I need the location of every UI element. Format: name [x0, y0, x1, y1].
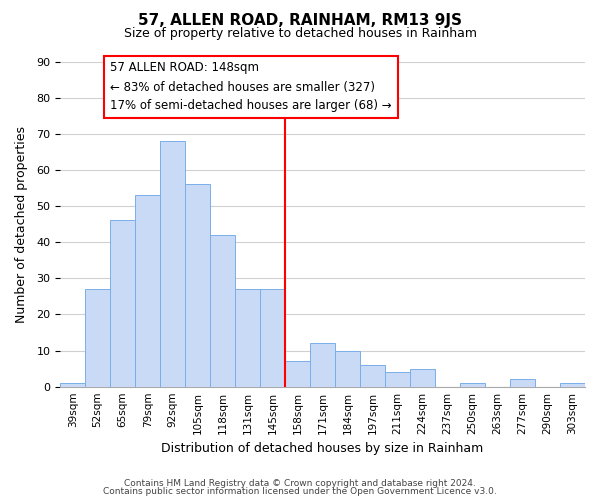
Y-axis label: Number of detached properties: Number of detached properties	[15, 126, 28, 322]
Bar	[385, 372, 410, 386]
Bar	[285, 362, 310, 386]
Bar	[260, 289, 285, 386]
Bar	[135, 195, 160, 386]
Text: 57, ALLEN ROAD, RAINHAM, RM13 9JS: 57, ALLEN ROAD, RAINHAM, RM13 9JS	[138, 12, 462, 28]
X-axis label: Distribution of detached houses by size in Rainham: Distribution of detached houses by size …	[161, 442, 484, 455]
Text: 57 ALLEN ROAD: 148sqm
← 83% of detached houses are smaller (327)
17% of semi-det: 57 ALLEN ROAD: 148sqm ← 83% of detached …	[110, 62, 392, 112]
Bar	[185, 184, 210, 386]
Bar	[510, 380, 535, 386]
Bar	[210, 235, 235, 386]
Bar	[160, 141, 185, 386]
Bar	[460, 383, 485, 386]
Bar	[110, 220, 135, 386]
Bar	[360, 365, 385, 386]
Bar	[60, 383, 85, 386]
Text: Contains HM Land Registry data © Crown copyright and database right 2024.: Contains HM Land Registry data © Crown c…	[124, 478, 476, 488]
Bar	[560, 383, 585, 386]
Bar	[410, 368, 435, 386]
Text: Size of property relative to detached houses in Rainham: Size of property relative to detached ho…	[124, 28, 476, 40]
Bar	[335, 350, 360, 386]
Bar	[235, 289, 260, 386]
Text: Contains public sector information licensed under the Open Government Licence v3: Contains public sector information licen…	[103, 487, 497, 496]
Bar	[85, 289, 110, 386]
Bar	[310, 344, 335, 386]
